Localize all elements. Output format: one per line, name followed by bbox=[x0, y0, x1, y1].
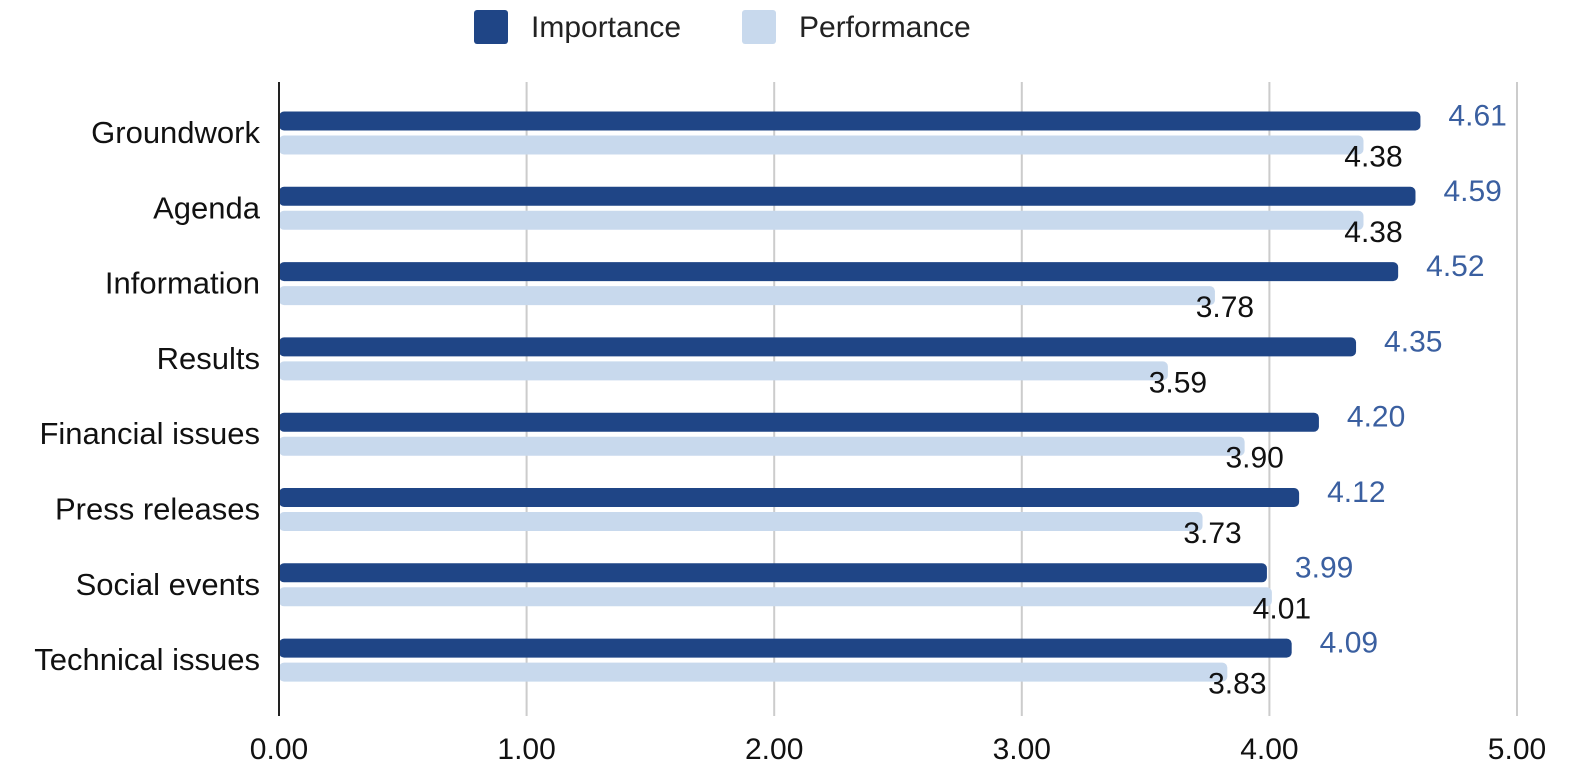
bar-performance-3 bbox=[279, 361, 1168, 381]
bar-importance-5 bbox=[279, 488, 1300, 507]
x-tick-label: 4.00 bbox=[1240, 733, 1298, 766]
bar-importance-3 bbox=[279, 337, 1357, 357]
category-label: Financial issues bbox=[39, 416, 260, 451]
value-label-performance: 4.38 bbox=[1344, 141, 1402, 174]
x-tick-label: 3.00 bbox=[993, 733, 1051, 766]
category-label: Agenda bbox=[153, 190, 261, 225]
legend-label-importance: Importance bbox=[531, 11, 681, 44]
value-label-performance: 4.38 bbox=[1344, 216, 1402, 249]
value-label-importance: 3.99 bbox=[1295, 551, 1353, 584]
value-label-importance: 4.12 bbox=[1327, 476, 1385, 509]
category-label: Press releases bbox=[55, 492, 260, 527]
category-labels: Groundwork Agenda Information Results Financ… bbox=[34, 115, 260, 677]
value-label-importance: 4.59 bbox=[1443, 175, 1501, 208]
bar-performance-2 bbox=[279, 286, 1215, 306]
legend: Importance Performance bbox=[474, 10, 971, 44]
category-label: Groundwork bbox=[91, 115, 260, 150]
value-label-performance: 3.59 bbox=[1149, 366, 1207, 399]
value-label-performance: 3.83 bbox=[1208, 668, 1266, 701]
x-tick-label: 5.00 bbox=[1488, 733, 1546, 766]
value-label-importance: 4.52 bbox=[1426, 250, 1484, 283]
bar-importance-4 bbox=[279, 412, 1319, 432]
value-label-importance: 4.61 bbox=[1448, 100, 1506, 133]
x-tick-label: 2.00 bbox=[745, 733, 803, 766]
value-label-importance: 4.20 bbox=[1347, 401, 1405, 434]
bar-importance-6 bbox=[279, 563, 1267, 583]
bar-performance-1 bbox=[279, 210, 1364, 230]
category-label: Technical issues bbox=[34, 642, 260, 677]
legend-label-performance: Performance bbox=[799, 11, 971, 44]
value-label-performance: 3.90 bbox=[1225, 442, 1283, 475]
category-label: Social events bbox=[76, 567, 260, 602]
value-label-performance: 3.78 bbox=[1196, 291, 1254, 324]
x-tick-label: 1.00 bbox=[497, 733, 555, 766]
bar-importance-1 bbox=[279, 186, 1416, 206]
bar-performance-6 bbox=[279, 587, 1272, 607]
value-label-importance: 4.09 bbox=[1320, 627, 1378, 660]
bars bbox=[279, 111, 1421, 682]
bar-performance-0 bbox=[279, 135, 1364, 155]
value-label-importance: 4.35 bbox=[1384, 325, 1442, 358]
bar-importance-0 bbox=[279, 111, 1421, 131]
bar-performance-4 bbox=[279, 436, 1245, 456]
bar-importance-7 bbox=[279, 638, 1292, 658]
bar-performance-5 bbox=[279, 512, 1203, 531]
x-tick-labels: 0.00 1.00 2.00 3.00 4.00 5.00 bbox=[250, 733, 1546, 766]
value-label-performance: 4.01 bbox=[1253, 592, 1311, 625]
value-label-performance: 3.73 bbox=[1183, 517, 1241, 550]
category-label: Results bbox=[157, 341, 260, 376]
bar-importance-2 bbox=[279, 262, 1399, 282]
gridlines bbox=[525, 82, 1518, 716]
legend-swatch-importance bbox=[474, 10, 508, 44]
legend-swatch-performance bbox=[742, 10, 776, 44]
category-label: Information bbox=[105, 266, 260, 301]
x-tick-label: 0.00 bbox=[250, 733, 308, 766]
bar-performance-7 bbox=[279, 662, 1228, 682]
value-labels: 4.61 4.38 4.59 4.38 4.52 3.78 4.35 3.59 4.20 3.90… bbox=[1149, 100, 1507, 701]
